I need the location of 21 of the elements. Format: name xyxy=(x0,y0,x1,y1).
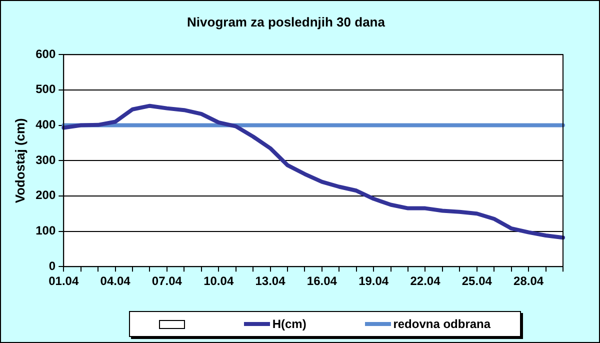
y-tick-label: 200 xyxy=(36,188,56,202)
x-tick-label: 16.04 xyxy=(306,274,338,288)
x-tick-label: 10.04 xyxy=(204,274,234,288)
x-tick-label: 04.04 xyxy=(100,274,131,288)
legend-label: H(cm) xyxy=(272,317,306,331)
x-tick-label: 01.04 xyxy=(48,274,79,288)
x-tick-label: 07.04 xyxy=(152,274,182,288)
y-tick-label: 500 xyxy=(36,82,56,96)
x-tick-label: 22.04 xyxy=(410,274,441,288)
y-tick-label: 400 xyxy=(36,118,56,132)
x-tick-label: 28.04 xyxy=(514,274,544,288)
y-tick-label: 0 xyxy=(48,258,56,273)
x-tick-label: 19.04 xyxy=(358,274,389,288)
y-axis-title: Vodostaj (cm) xyxy=(12,118,28,204)
legend-label: redovna odbrana xyxy=(393,317,491,331)
y-tick-label: 100 xyxy=(36,224,56,238)
chart-title: Nivogram za poslednjih 30 dana xyxy=(187,14,386,30)
y-tick-label: 300 xyxy=(36,152,56,167)
y-tick-label: 600 xyxy=(36,46,56,61)
x-tick-label: 13.04 xyxy=(255,274,286,288)
x-tick-label: 25.04 xyxy=(462,274,492,288)
